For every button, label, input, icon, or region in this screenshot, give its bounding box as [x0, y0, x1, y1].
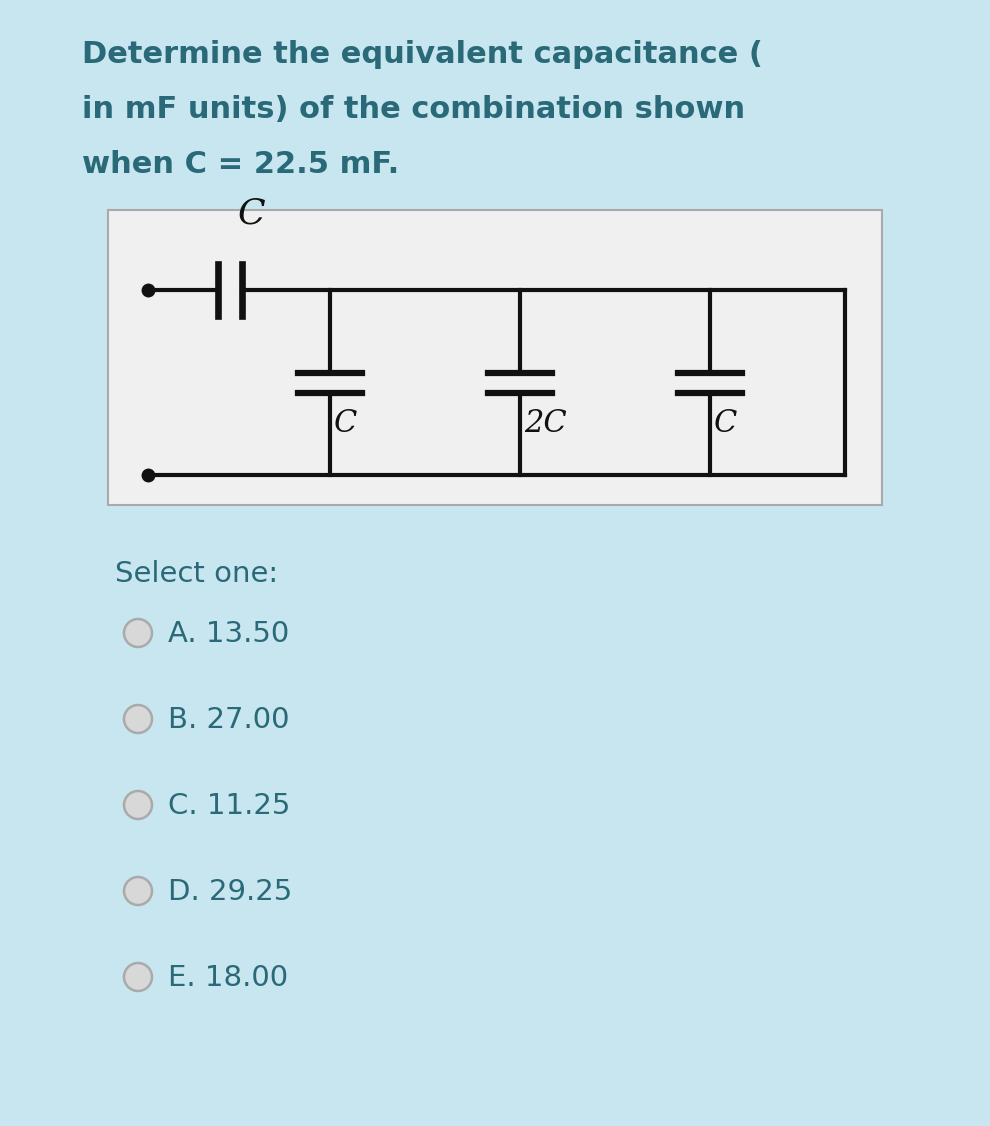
Text: in mF units) of the combination shown: in mF units) of the combination shown [82, 95, 745, 124]
Text: B. 27.00: B. 27.00 [168, 706, 289, 734]
Bar [108, 211, 882, 504]
Text: C: C [714, 408, 738, 438]
Text: C. 11.25: C. 11.25 [168, 792, 290, 820]
Text: C: C [238, 196, 265, 230]
Text: E. 18.00: E. 18.00 [168, 964, 288, 992]
Text: A. 13.50: A. 13.50 [168, 620, 289, 647]
Text: Select one:: Select one: [115, 560, 278, 588]
Circle shape [124, 705, 152, 733]
Circle shape [124, 790, 152, 819]
Text: Determine the equivalent capacitance (: Determine the equivalent capacitance ( [82, 41, 763, 69]
Text: C: C [334, 408, 357, 438]
Circle shape [124, 877, 152, 905]
Text: when C = 22.5 mF.: when C = 22.5 mF. [82, 150, 399, 179]
Circle shape [124, 619, 152, 647]
Text: D. 29.25: D. 29.25 [168, 878, 292, 906]
Text: 2C: 2C [524, 408, 566, 438]
Circle shape [124, 963, 152, 991]
